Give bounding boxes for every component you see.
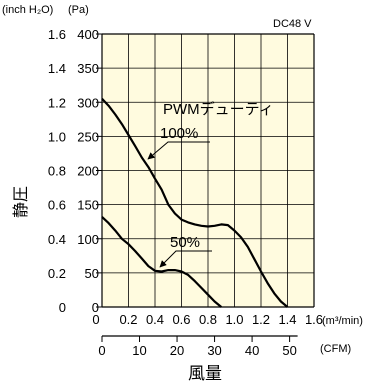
x-secondary-tick-label: 50 [282, 343, 296, 358]
series-label: 50% [170, 234, 200, 251]
y-secondary-tick-label: 1.4 [48, 61, 66, 76]
legend-title: PWMデューティ [163, 100, 274, 118]
y-primary-tick-label: 300 [77, 95, 99, 110]
y-primary-tick-label: 50 [85, 266, 99, 281]
series-lines [101, 98, 289, 308]
series-label-leader [159, 250, 212, 268]
x-secondary-tick-label: 20 [170, 343, 184, 358]
series-label: 100% [160, 125, 198, 142]
units-inch: (inch H₂O) [2, 4, 53, 16]
x-secondary-tick-label: 10 [132, 343, 146, 358]
series-line [101, 98, 289, 308]
x-secondary-tick-label: 30 [207, 343, 221, 358]
y-primary-tick-label: 400 [77, 27, 99, 42]
series-label-leader [147, 141, 210, 160]
x-primary-tick-label: 1.2 [252, 312, 270, 327]
x-primary-tick-label: 1.0 [225, 312, 243, 327]
y-secondary-tick-label: 0 [59, 300, 66, 315]
x-secondary-unit: (CFM) [320, 343, 351, 355]
y-axis-ticks: 0 50 100 150 200 250 300 350 400 0 0.2 0.4 0.6 0.8 1.0… [48, 27, 102, 315]
x-primary-tick-label: 0.8 [199, 312, 217, 327]
y-secondary-tick-label: 0.2 [48, 266, 66, 281]
y-secondary-tick-label: 0.4 [48, 232, 66, 247]
x-secondary-tick-label: 40 [245, 343, 259, 358]
y-secondary-tick-label: 0.8 [48, 164, 66, 179]
x-primary-tick-label: 0.2 [119, 312, 137, 327]
y-primary-tick-label: 0 [92, 300, 99, 315]
chart-subtitle: DC48 V [273, 18, 312, 30]
series-labels: 100% 50% [147, 125, 212, 268]
y-secondary-tick-label: 1.6 [48, 27, 66, 42]
x-axis-label: 風量 [188, 364, 222, 383]
y-primary-tick-label: 250 [77, 129, 99, 144]
x-primary-tick-label: 1.4 [278, 312, 296, 327]
x-secondary-tick-label: 0 [98, 343, 105, 358]
x-primary-tick-label: 0.6 [172, 312, 190, 327]
series-line [101, 216, 222, 308]
y-secondary-tick-label: 1.2 [48, 95, 66, 110]
y-axis-label: 静圧 [12, 186, 30, 218]
y-secondary-tick-label: 0.6 [48, 198, 66, 213]
y-secondary-tick-label: 1.0 [48, 129, 66, 144]
x-primary-tick-label: 1.6 [305, 312, 323, 327]
x-primary-unit: (m³/min) [322, 315, 363, 327]
y-primary-tick-label: 100 [77, 232, 99, 247]
y-primary-tick-label: 150 [77, 198, 99, 213]
y-primary-tick-label: 350 [77, 61, 99, 76]
x-primary-tick-label: 0.4 [146, 312, 164, 327]
x-primary-tick-label: 0 [92, 312, 99, 327]
y-primary-tick-label: 200 [77, 164, 99, 179]
units-pa: (Pa) [68, 4, 89, 16]
x-axis-ticks: 0 0.2 0.4 0.6 0.8 1.0 1.2 1.4 1.6 0 10 20 30 40 50 [92, 312, 323, 358]
